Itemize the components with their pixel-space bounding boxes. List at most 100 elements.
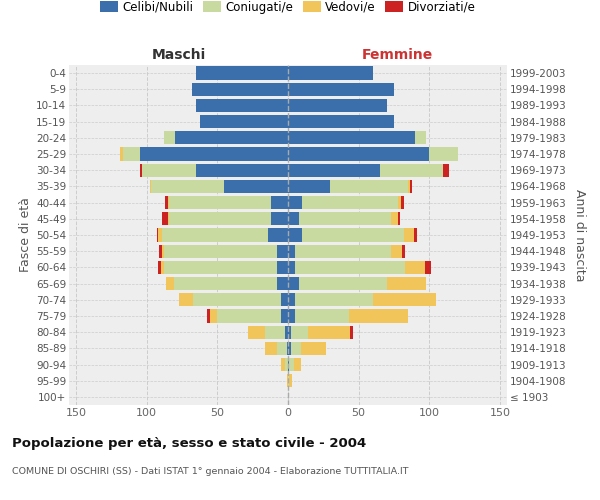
- Bar: [164, 131, 175, 144]
- Bar: [287, 342, 288, 355]
- Bar: [285, 358, 288, 371]
- Bar: [291, 326, 308, 339]
- Bar: [268, 228, 288, 241]
- Bar: [299, 212, 391, 226]
- Bar: [208, 310, 210, 322]
- Bar: [158, 260, 161, 274]
- Bar: [271, 196, 288, 209]
- Bar: [288, 228, 302, 241]
- Bar: [175, 131, 288, 144]
- Legend: Celibi/Nubili, Coniugati/e, Vedovi/e, Divorziati/e: Celibi/Nubili, Coniugati/e, Vedovi/e, Di…: [95, 0, 481, 18]
- Bar: [248, 326, 265, 339]
- Bar: [308, 326, 350, 339]
- Bar: [281, 310, 288, 322]
- Bar: [289, 358, 293, 371]
- Bar: [277, 342, 287, 355]
- Bar: [398, 212, 400, 226]
- Bar: [288, 131, 415, 144]
- Bar: [288, 196, 302, 209]
- Bar: [169, 212, 271, 226]
- Bar: [288, 148, 429, 160]
- Bar: [415, 131, 427, 144]
- Bar: [443, 164, 449, 177]
- Text: Femmine: Femmine: [362, 48, 433, 62]
- Bar: [414, 228, 416, 241]
- Bar: [288, 115, 394, 128]
- Bar: [302, 228, 404, 241]
- Bar: [288, 212, 299, 226]
- Bar: [122, 148, 140, 160]
- Bar: [277, 260, 288, 274]
- Bar: [168, 196, 169, 209]
- Bar: [169, 196, 271, 209]
- Bar: [140, 148, 288, 160]
- Bar: [149, 180, 151, 193]
- Bar: [158, 228, 162, 241]
- Bar: [265, 342, 277, 355]
- Bar: [281, 358, 285, 371]
- Bar: [120, 148, 122, 160]
- Bar: [403, 244, 405, 258]
- Bar: [293, 358, 301, 371]
- Y-axis label: Fasce di età: Fasce di età: [19, 198, 32, 272]
- Bar: [165, 196, 168, 209]
- Bar: [408, 180, 410, 193]
- Bar: [164, 244, 277, 258]
- Bar: [196, 164, 288, 177]
- Bar: [299, 277, 387, 290]
- Bar: [224, 180, 288, 193]
- Bar: [349, 310, 408, 322]
- Bar: [192, 82, 288, 96]
- Bar: [164, 260, 277, 274]
- Bar: [373, 293, 436, 306]
- Bar: [295, 293, 373, 306]
- Bar: [161, 260, 164, 274]
- Bar: [404, 228, 414, 241]
- Text: Popolazione per età, sesso e stato civile - 2004: Popolazione per età, sesso e stato civil…: [12, 438, 366, 450]
- Bar: [350, 326, 353, 339]
- Bar: [281, 293, 288, 306]
- Bar: [196, 66, 288, 80]
- Bar: [288, 342, 291, 355]
- Bar: [288, 164, 380, 177]
- Bar: [151, 180, 224, 193]
- Bar: [217, 310, 281, 322]
- Bar: [429, 148, 458, 160]
- Bar: [160, 244, 162, 258]
- Bar: [410, 180, 412, 193]
- Bar: [277, 277, 288, 290]
- Y-axis label: Anni di nascita: Anni di nascita: [573, 188, 586, 281]
- Text: Maschi: Maschi: [151, 48, 206, 62]
- Bar: [331, 180, 408, 193]
- Bar: [401, 196, 404, 209]
- Bar: [162, 228, 268, 241]
- Bar: [173, 277, 277, 290]
- Bar: [295, 260, 405, 274]
- Bar: [168, 212, 169, 226]
- Bar: [295, 310, 349, 322]
- Bar: [166, 277, 173, 290]
- Bar: [140, 164, 142, 177]
- Bar: [288, 180, 331, 193]
- Bar: [380, 164, 443, 177]
- Bar: [210, 310, 217, 322]
- Text: COMUNE DI OSCHIRI (SS) - Dati ISTAT 1° gennaio 2004 - Elaborazione TUTTITALIA.IT: COMUNE DI OSCHIRI (SS) - Dati ISTAT 1° g…: [12, 468, 409, 476]
- Bar: [287, 374, 288, 388]
- Bar: [193, 293, 281, 306]
- Bar: [289, 374, 292, 388]
- Bar: [405, 260, 425, 274]
- Bar: [288, 260, 295, 274]
- Bar: [179, 293, 193, 306]
- Bar: [391, 212, 398, 226]
- Bar: [295, 244, 391, 258]
- Bar: [288, 82, 394, 96]
- Bar: [288, 310, 295, 322]
- Bar: [288, 326, 291, 339]
- Bar: [425, 260, 431, 274]
- Bar: [288, 358, 289, 371]
- Bar: [301, 342, 326, 355]
- Bar: [277, 244, 288, 258]
- Bar: [265, 326, 285, 339]
- Bar: [302, 196, 398, 209]
- Bar: [162, 244, 164, 258]
